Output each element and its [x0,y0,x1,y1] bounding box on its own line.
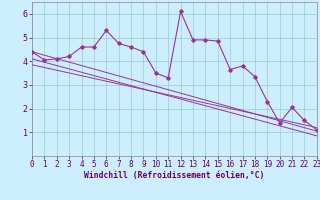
X-axis label: Windchill (Refroidissement éolien,°C): Windchill (Refroidissement éolien,°C) [84,171,265,180]
